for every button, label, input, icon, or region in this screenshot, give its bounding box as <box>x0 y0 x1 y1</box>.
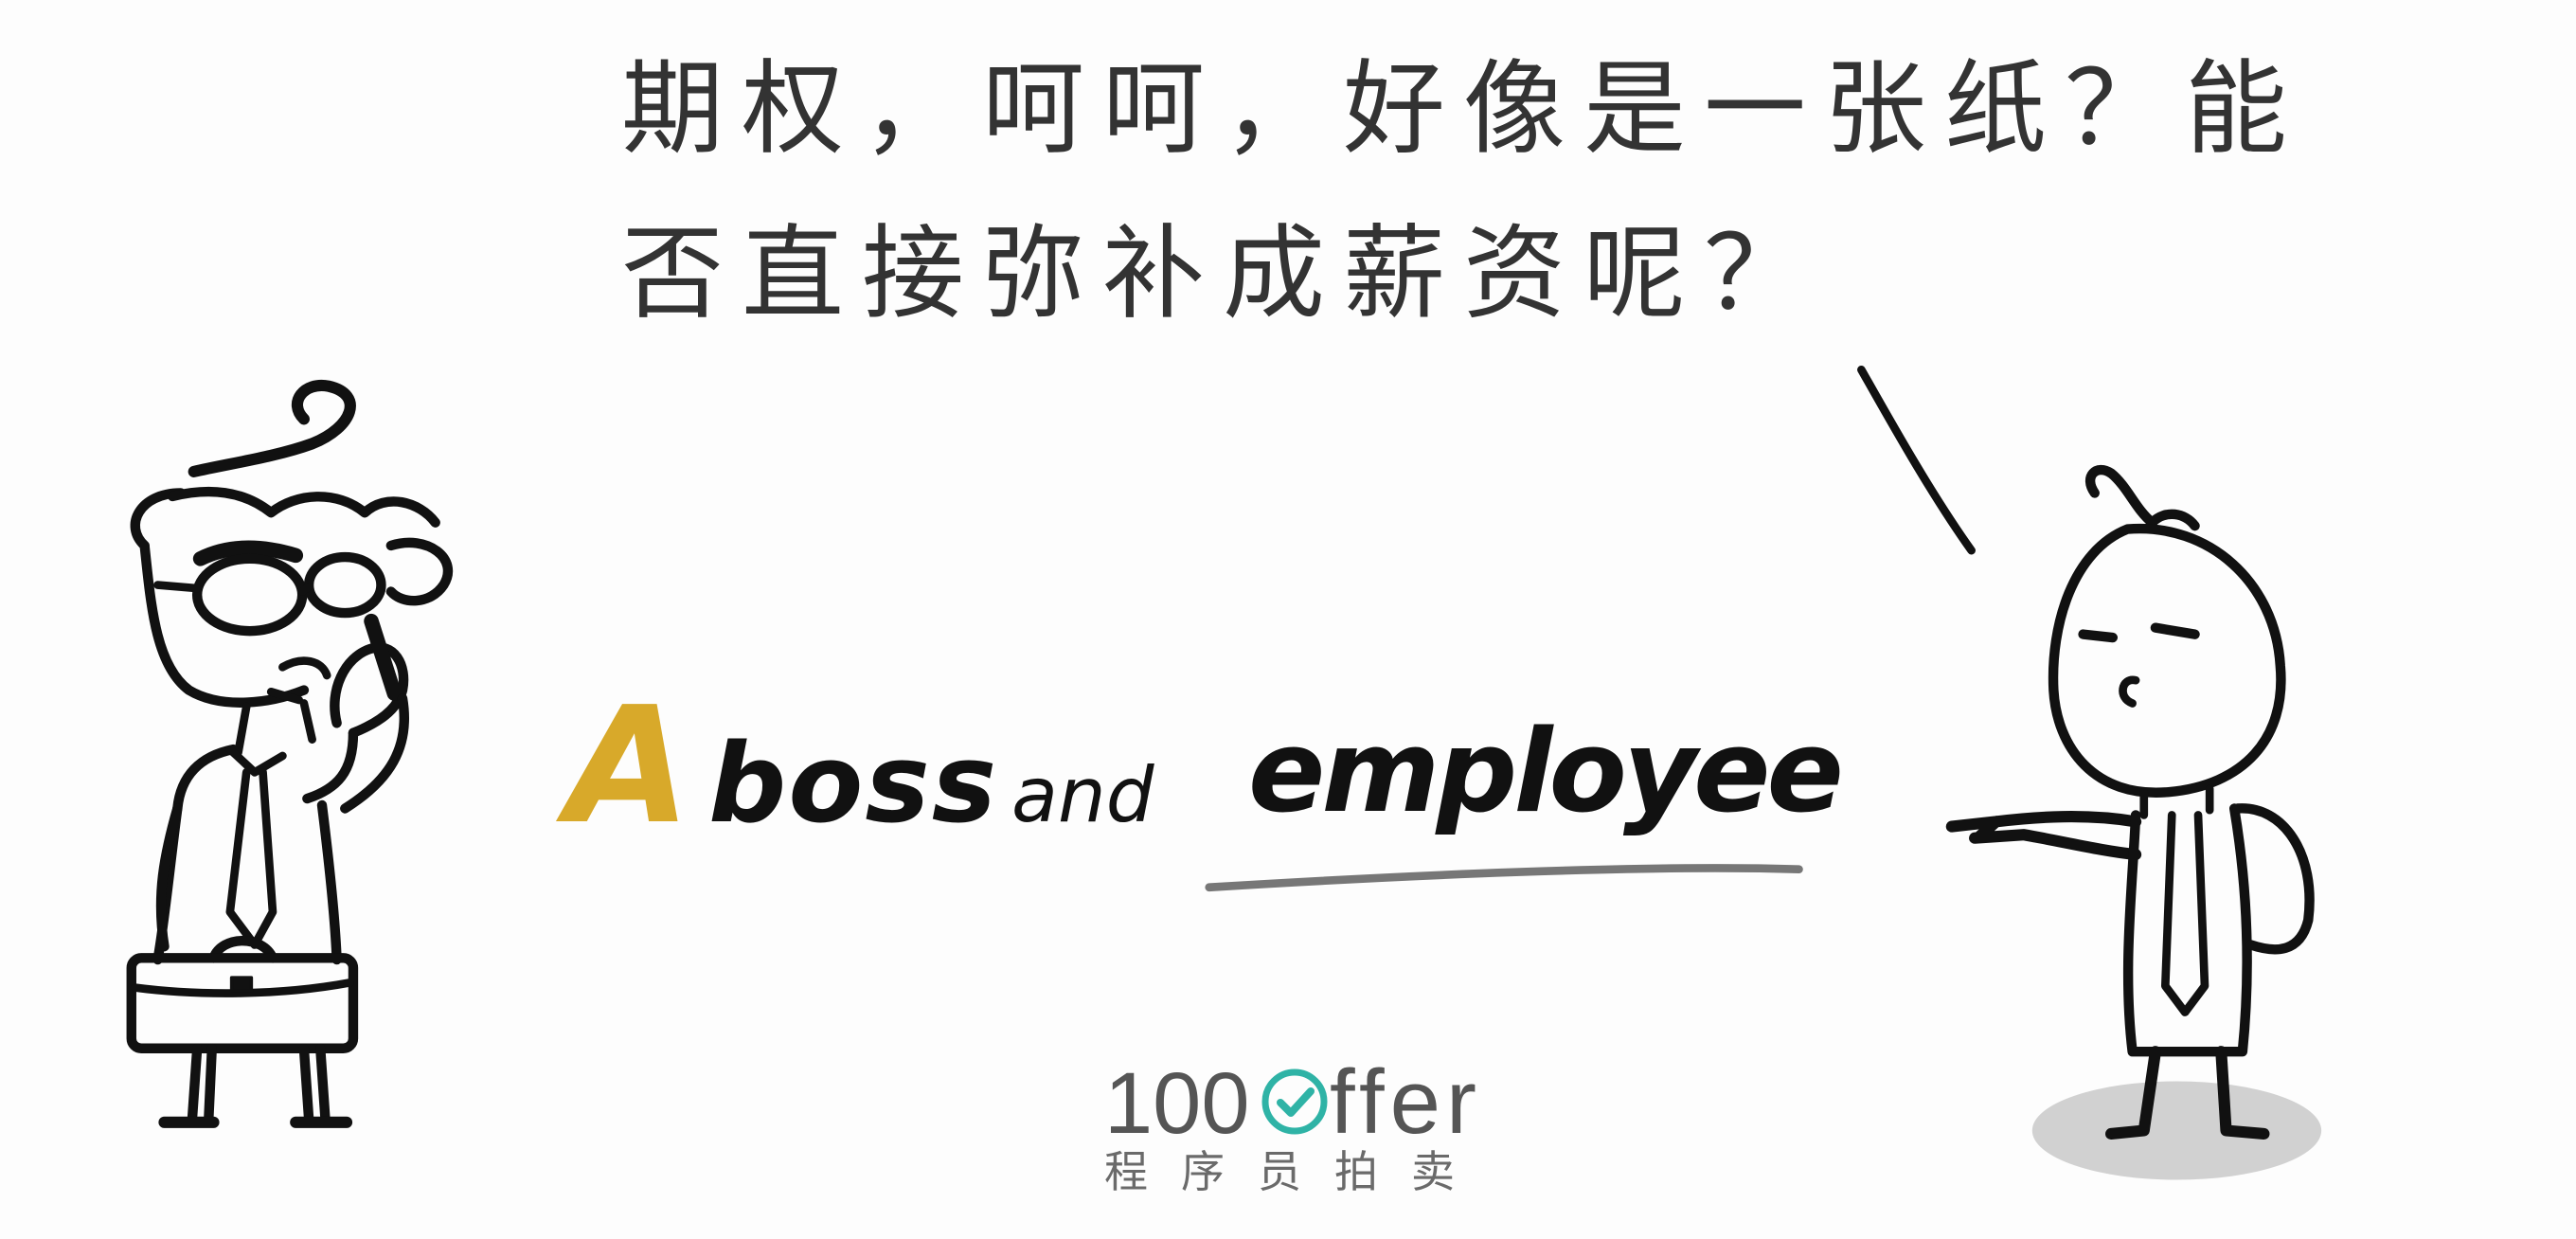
check-circle-icon <box>1261 1068 1328 1135</box>
title-word-boss: boss <box>708 721 999 848</box>
title-word-employee: employee <box>1248 707 1844 838</box>
employee-eyes <box>2078 622 2200 643</box>
boss-hair-swirl <box>188 379 356 477</box>
briefcase-icon <box>126 953 359 1053</box>
check-circle-ring <box>1261 1068 1328 1135</box>
title-word-a: A <box>566 673 691 860</box>
logo-tagline: 程序员拍卖 <box>1104 1146 1488 1197</box>
logo-number: 100 <box>1104 1055 1250 1152</box>
speech-line-2: 否直接弥补成薪资呢？ <box>621 215 1825 333</box>
boss-left-arm <box>155 803 183 952</box>
boss-neck <box>234 699 316 757</box>
briefcase-flap <box>130 979 354 997</box>
check-mark <box>1277 1087 1315 1117</box>
employee-backpack <box>2232 803 2315 955</box>
boss-legs <box>187 1043 331 1124</box>
phone-icon <box>364 613 402 701</box>
boss-ear <box>385 537 454 606</box>
boss-mouth <box>266 656 331 705</box>
briefcase-clasp <box>229 976 254 993</box>
speech-line-1: 期权，呵呵，好像是一张纸？能 <box>621 50 2306 169</box>
title-word-and: and <box>1011 751 1154 839</box>
speech-pointer-line <box>1857 365 1976 555</box>
employee-mouth <box>2119 675 2140 708</box>
boss-glasses-right-lens <box>303 551 386 619</box>
employee-figure <box>1945 464 2322 1180</box>
boss-hand-with-phone <box>330 642 409 738</box>
boss-figure <box>126 379 454 1128</box>
title-underline <box>1205 864 1803 892</box>
boss-hairline <box>167 486 440 528</box>
boss-glasses-bridge <box>153 581 313 596</box>
boss-eyebrow <box>192 540 304 566</box>
employee-shadow <box>2031 1081 2322 1180</box>
employee-neck <box>2139 784 2214 819</box>
boss-glasses-left-lens <box>191 553 308 637</box>
logo-suffix: ffer <box>1330 1051 1482 1153</box>
employee-hair <box>2084 464 2200 531</box>
employee-pointing-arm <box>1945 811 2142 861</box>
employee-head <box>2048 523 2286 798</box>
boss-head-outline <box>139 540 310 708</box>
briefcase-handle <box>208 935 278 963</box>
boss-raised-arm <box>302 693 410 814</box>
employee-tie <box>2160 811 2209 1016</box>
boss-tie <box>225 745 287 949</box>
employee-legs <box>2105 1046 2270 1140</box>
